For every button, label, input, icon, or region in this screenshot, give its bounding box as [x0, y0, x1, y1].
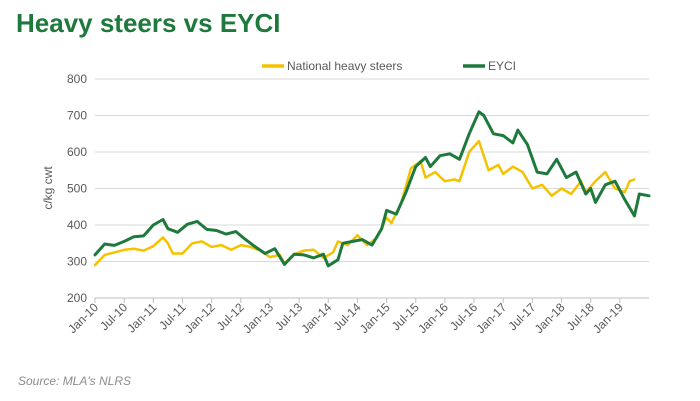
y-axis: 200 300 400 500 600 700 800: [67, 72, 87, 305]
y-tick-label: 400: [67, 218, 87, 232]
x-tick-label: Jan-14: [299, 300, 335, 336]
legend: National heavy steers EYCI: [262, 59, 516, 73]
y-tick-label: 500: [67, 182, 87, 196]
x-tick-label: Jan-13: [240, 300, 276, 336]
x-axis: Jan-10Jul-10Jan-11Jul-11Jan-12Jul-12Jan-…: [65, 297, 649, 336]
series-line-eyci: [93, 110, 651, 268]
y-tick-label: 600: [67, 145, 87, 159]
x-tick-label: Jan-15: [357, 300, 393, 336]
x-tick-label: Jan-16: [415, 300, 451, 336]
legend-label: EYCI: [488, 59, 516, 73]
series-lines: [93, 110, 651, 268]
y-axis-label: c/kg cwt: [41, 166, 55, 210]
x-tick-label: Jul-10: [97, 300, 130, 333]
x-tick-label: Jan-10: [65, 300, 101, 336]
series-line-national-heavy-steers: [93, 139, 636, 267]
y-tick-label: 800: [67, 72, 87, 86]
x-tick-label: Jan-11: [124, 300, 159, 335]
x-tick-label: Jan-12: [182, 300, 218, 336]
y-tick-label: 300: [67, 255, 87, 269]
source-note: Source: MLA's NLRS: [18, 374, 131, 388]
x-tick-label: Jan-17: [473, 300, 509, 336]
x-tick-label: Jan-19: [590, 300, 626, 336]
y-tick-label: 200: [67, 291, 87, 305]
x-tick-label: Jan-18: [532, 300, 568, 336]
chart-title: Heavy steers vs EYCI: [16, 8, 281, 38]
gridlines: [95, 78, 649, 299]
legend-label: National heavy steers: [287, 59, 402, 73]
y-tick-label: 700: [67, 109, 87, 123]
